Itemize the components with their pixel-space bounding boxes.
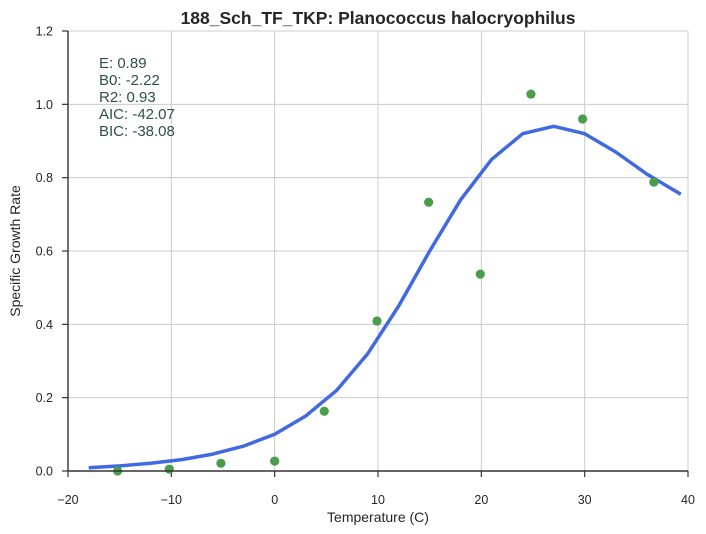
x-tick-label: −10: [161, 493, 182, 507]
y-tick-label: 0.2: [36, 391, 53, 405]
fit-curve: [88, 124, 682, 470]
data-point: [372, 316, 382, 326]
y-tick-label: 0.4: [36, 318, 53, 332]
y-tick-label: 1.0: [36, 98, 53, 112]
y-tick-label: 0.6: [36, 245, 53, 259]
data-point: [649, 177, 659, 187]
x-tick-label: 0: [271, 493, 278, 507]
data-point: [475, 269, 485, 279]
y-tick-label: 0.8: [36, 171, 53, 185]
x-axis-ticks: −20 −10 0 10 20 30 40: [57, 471, 695, 507]
fit-statistic-line: R2: 0.93: [99, 89, 156, 106]
data-points: [113, 89, 659, 476]
data-point: [526, 89, 536, 99]
data-point: [270, 456, 280, 466]
x-tick-label: 20: [474, 493, 488, 507]
x-tick-label: 30: [578, 493, 592, 507]
y-tick-label: 0.0: [36, 465, 53, 479]
data-point: [216, 458, 226, 468]
grid-lines: [67, 30, 689, 472]
y-axis-ticks: 0.0 0.2 0.4 0.6 0.8 1.0 1.2: [36, 25, 68, 479]
x-tick-label: 40: [681, 493, 695, 507]
y-tick-label: 1.2: [36, 25, 53, 39]
data-point: [319, 406, 329, 416]
fit-statistic-line: B0: -2.22: [99, 72, 160, 89]
y-axis-label: Specific Growth Rate: [7, 185, 23, 317]
data-point: [578, 114, 588, 124]
chart-title: 188_Sch_TF_TKP: Planococcus halocryophil…: [181, 8, 576, 28]
fit-statistic-line: AIC: -42.07: [99, 106, 175, 123]
x-axis-label: Temperature (C): [327, 509, 429, 525]
data-point: [164, 464, 174, 474]
x-tick-label: 10: [371, 493, 385, 507]
fit-statistic-line: BIC: -38.08: [99, 123, 175, 140]
x-tick-label: −20: [57, 493, 78, 507]
data-point: [424, 197, 434, 207]
fit-statistic-line: E: 0.89: [99, 55, 147, 72]
